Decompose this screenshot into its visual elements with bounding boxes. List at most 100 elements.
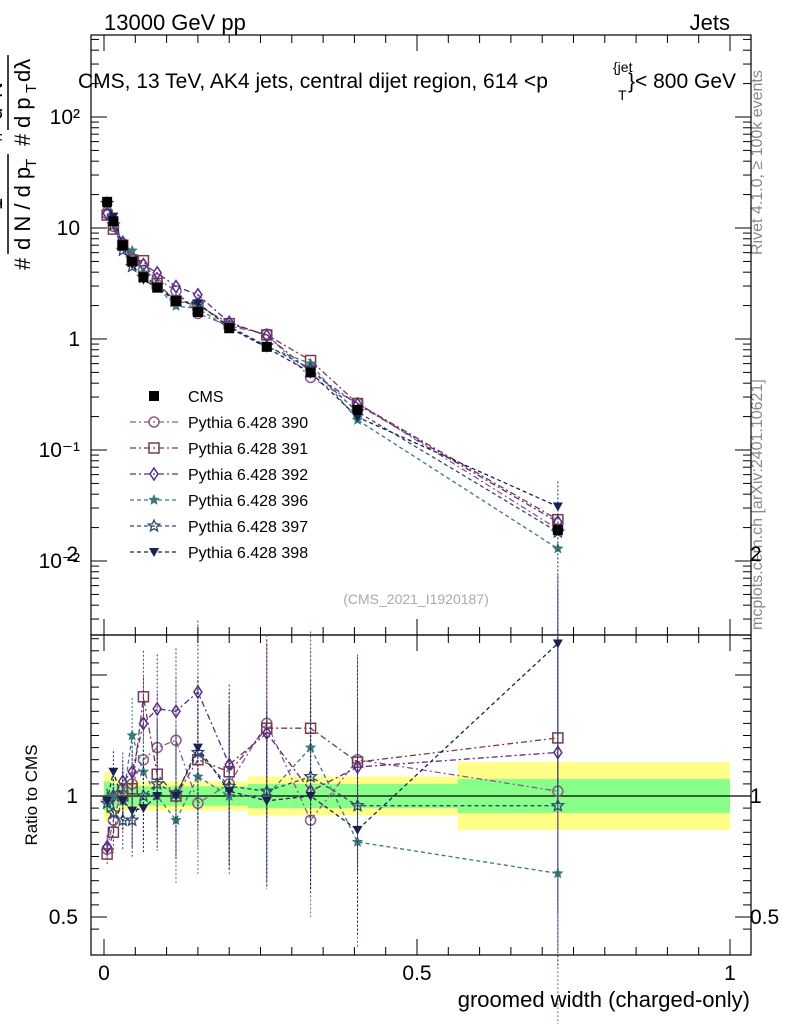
marker-point	[152, 701, 163, 717]
x-tick-label: 0.5	[402, 962, 431, 985]
rivet-label: Rivet 4.1.0, ≥ 100k events	[749, 70, 766, 255]
marker-point	[552, 639, 563, 649]
title-tail: }< 800 GeV	[628, 70, 736, 93]
marker-point	[117, 240, 128, 251]
marker-point	[552, 542, 564, 554]
legend-label: Pythia 6.428 391	[188, 441, 308, 458]
ratio-tick-label-right: 0.5	[750, 906, 779, 929]
ratio-series-layer	[99, 481, 566, 1024]
ratio-y-axis-label: Ratio to CMS	[22, 744, 41, 845]
series-ratio-4	[101, 650, 564, 1024]
series-main-5	[99, 195, 566, 539]
x-axis-label: groomed width (charged-only)	[458, 987, 750, 1012]
marker-point	[126, 729, 138, 741]
marker-point	[170, 792, 181, 801]
legend-entry: Pythia 6.428 392	[130, 466, 308, 484]
marker-point	[149, 466, 159, 482]
y-tick-label: 10⁻¹	[39, 439, 80, 462]
marker-point	[152, 282, 163, 293]
legend: CMS Pythia 6.428 390 Pythia 6.428 391 Pythi…	[130, 389, 308, 562]
legend-label: Pythia 6.428 396	[188, 493, 308, 510]
source-label: mcplots.cern.ch [arXiv:2401.10621]	[749, 379, 766, 630]
ratio-tick-label-left: 2	[66, 543, 78, 566]
marker-point	[102, 196, 113, 207]
svg-text:T: T	[23, 84, 40, 93]
legend-entry: Pythia 6.428 391	[130, 441, 308, 458]
marker-point	[148, 494, 160, 505]
marker-point	[350, 798, 365, 812]
svg-text:dλ: dλ	[10, 59, 35, 82]
ratio-tick-label-right: 2	[750, 543, 762, 566]
svg-text:1: 1	[0, 198, 7, 210]
series-line	[106, 202, 559, 550]
marker-point	[108, 767, 119, 777]
marker-point	[148, 442, 160, 454]
y-tick-label: 10	[57, 217, 80, 240]
legend-entry: Pythia 6.428 390	[130, 415, 308, 432]
marker-point	[261, 796, 272, 806]
series-ratio-6	[102, 481, 563, 936]
legend-entry: Pythia 6.428 396	[130, 493, 308, 510]
legend-entry: CMS	[149, 389, 224, 406]
marker-point	[190, 744, 206, 759]
ratio-tick-label-right: 1	[750, 785, 762, 808]
marker-point	[108, 216, 119, 227]
series-main-1	[101, 208, 564, 535]
svg-text:N: N	[0, 82, 7, 98]
marker-point	[261, 341, 272, 352]
legend-label: Pythia 6.428 392	[188, 467, 308, 484]
marker-point	[138, 272, 149, 283]
main-panel: 10⁻² 10⁻¹ 1 10 10² CMS, 13 TeV, AK4 jets, ce…	[39, 34, 752, 636]
legend-entry: Pythia 6.428 398	[130, 545, 308, 562]
plot-title: CMS, 13 TeV, AK4 jets, central dijet reg…	[78, 59, 736, 103]
marker-point	[352, 825, 363, 835]
title-main: CMS, 13 TeV, AK4 jets, central dijet reg…	[78, 70, 548, 93]
marker-point	[550, 797, 566, 812]
series-main-3	[102, 205, 563, 530]
marker-point	[304, 741, 317, 753]
marker-point	[106, 805, 121, 820]
marker-point	[171, 279, 181, 294]
marker-point	[352, 413, 363, 423]
marker-point	[127, 806, 138, 816]
analysis-id: (CMS_2021_I1920187)	[343, 591, 489, 607]
svg-text:T: T	[23, 159, 40, 168]
ratio-tick-label-left: 0.5	[49, 906, 78, 929]
series-ratio-3	[102, 590, 563, 915]
ratio-tick-label-left: 1	[66, 785, 78, 808]
marker-point	[149, 548, 159, 557]
main-series-layer	[99, 195, 566, 554]
series-main-4	[101, 196, 564, 554]
marker-point	[102, 839, 113, 855]
legend-label: Pythia 6.428 398	[188, 545, 308, 562]
marker-point	[224, 787, 235, 797]
marker-point	[192, 743, 203, 753]
marker-point	[152, 792, 163, 801]
marker-point	[305, 792, 316, 801]
marker-point	[127, 256, 138, 267]
marker-point	[148, 416, 160, 428]
marker-point	[138, 716, 149, 731]
ratio-panel: 0.5 0.5 1 1 2 2	[49, 481, 779, 1024]
marker-point	[149, 391, 159, 401]
marker-point	[192, 299, 203, 309]
marker-point	[101, 848, 113, 860]
series-line	[106, 212, 559, 523]
x-tick-label: 1	[724, 962, 736, 985]
marker-point	[171, 703, 181, 719]
marker-point	[192, 770, 204, 782]
marker-point	[126, 244, 138, 256]
svg-text:#: #	[10, 133, 35, 146]
svg-text:d N / d p: d N / d p	[10, 167, 35, 250]
main-y-axis-label: # d N / d p T 1 # d 2 N d p T dλ #	[0, 55, 40, 270]
marker-point	[352, 404, 363, 415]
marker-point	[102, 796, 113, 806]
marker-point	[117, 796, 128, 806]
ratio-axis-ticks: 0.5 0.5 1 1 2 2	[49, 543, 779, 930]
energy-label: 13000 GeV pp	[104, 10, 246, 35]
x-tick-label: 0	[98, 962, 110, 985]
series-line	[106, 690, 558, 847]
marker-point	[170, 295, 181, 306]
legend-label: CMS	[188, 389, 224, 406]
